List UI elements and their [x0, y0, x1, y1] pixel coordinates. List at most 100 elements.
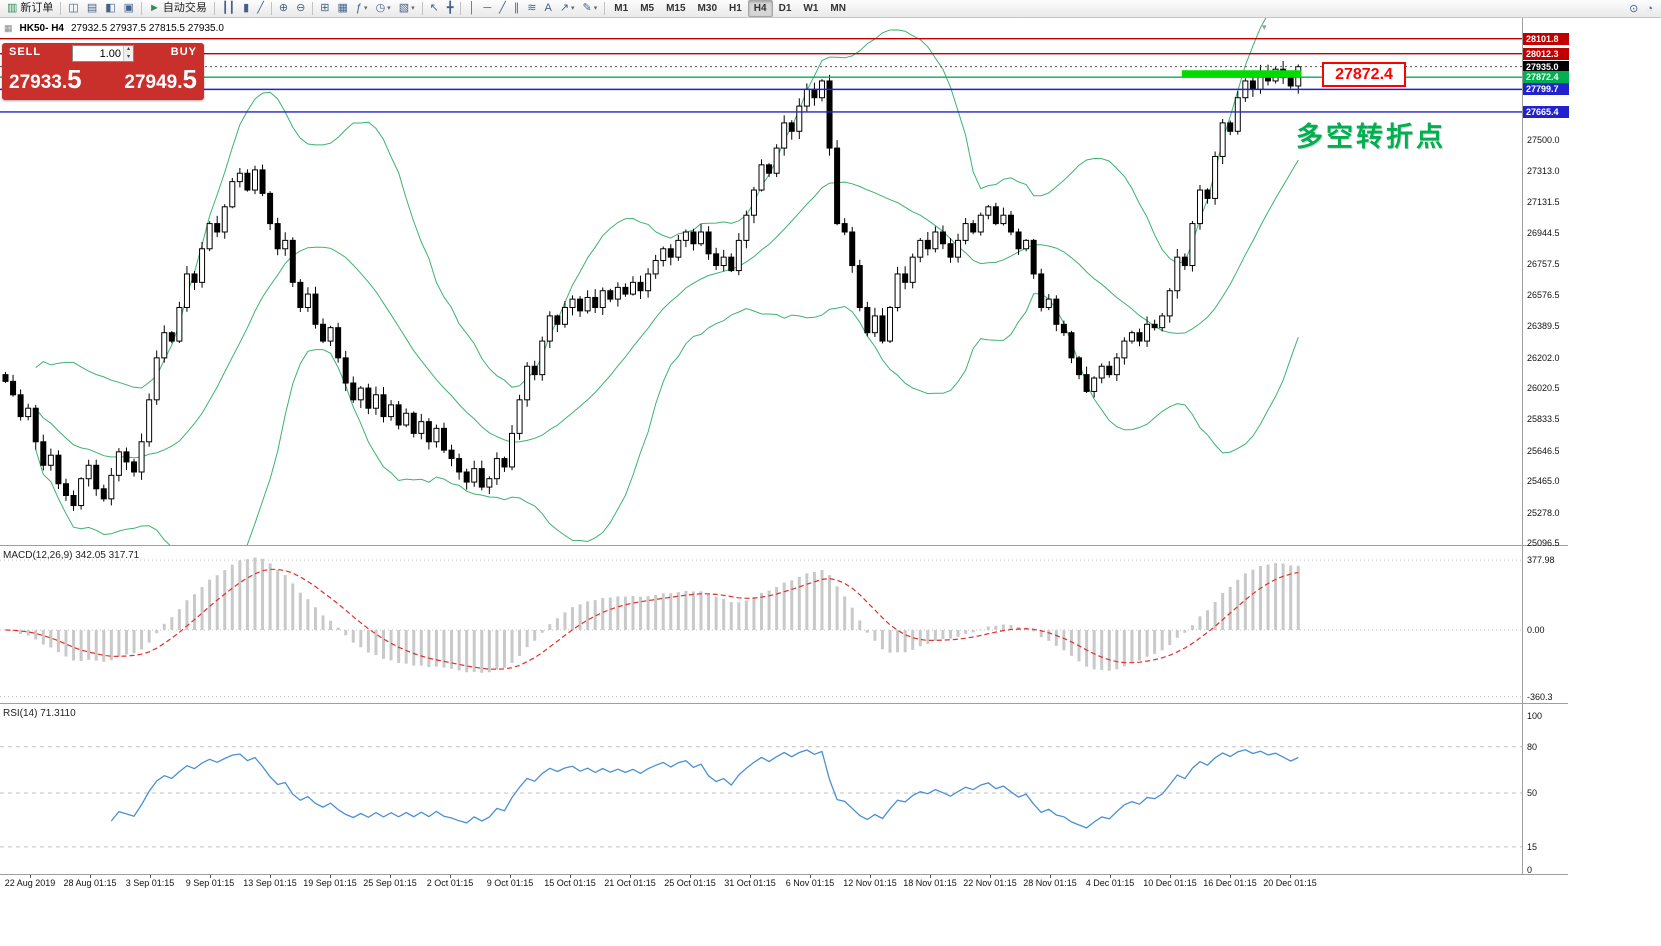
pane-separator[interactable] — [0, 545, 1568, 546]
timeframe-m5[interactable]: M5 — [640, 3, 655, 14]
crosshair-icon[interactable]: ╋ — [443, 0, 458, 17]
sell-label: SELL — [9, 46, 42, 58]
horizontal-line-icon[interactable]: ─ — [479, 0, 495, 17]
price-axis-label: 25465.0 — [1527, 476, 1560, 487]
vertical-line-icon[interactable]: │ — [464, 0, 479, 17]
time-axis-label: 22 Nov 01:15 — [963, 878, 1017, 888]
toolbar-separator — [604, 2, 606, 15]
one-click-trading-panel: SELL 27933.5 BUY 27949.5 ▴ ▾ — [2, 43, 204, 100]
timeframe-m30[interactable]: M30 — [697, 3, 717, 14]
auto-arrange-icon: ▦ — [337, 2, 348, 14]
terminal-icon[interactable]: ▣ — [120, 0, 138, 17]
level-price-tag: 27872.4 — [1523, 71, 1569, 84]
rsi-pane[interactable] — [0, 705, 1522, 874]
buy-button[interactable]: BUY 27949.5 — [103, 43, 204, 100]
sell-price: 27933.5 — [9, 64, 82, 94]
time-axis-tick — [630, 875, 631, 878]
line-chart-icon[interactable]: ╱ — [253, 0, 268, 17]
time-axis-label: 9 Sep 01:15 — [185, 878, 235, 888]
toolbar-separator — [421, 2, 423, 15]
volume-input[interactable] — [73, 46, 123, 61]
time-axis[interactable]: 22 Aug 2019 28 Aug 01:15 3 Sep 01:15 9 Sep … — [0, 874, 1568, 891]
time-axis-label: 22 Aug 2019 — [4, 878, 56, 888]
indicators-icon[interactable]: ƒ ▾ — [352, 0, 372, 17]
price-axis-label: 27500.0 — [1527, 134, 1560, 145]
community-icon[interactable]: ◔ — [1642, 1, 1657, 18]
level-price-tag: 28101.8 — [1523, 32, 1569, 45]
timeframe-d1[interactable]: D1 — [778, 3, 792, 14]
cursor-icon[interactable]: ↖ — [426, 0, 443, 17]
market-watch-icon[interactable]: ◫ — [64, 0, 82, 17]
toolbar-separator — [312, 2, 314, 15]
macd-axis-label: -360.3 — [1527, 691, 1553, 702]
toolbar-separator — [60, 2, 62, 15]
sell-button[interactable]: SELL 27933.5 — [2, 43, 103, 100]
price-axis-label: 25646.5 — [1527, 445, 1560, 456]
macd-axis-label: 0.00 — [1527, 625, 1545, 635]
timeframe-m15[interactable]: M15 — [666, 3, 686, 14]
time-axis-tick — [330, 875, 331, 878]
time-axis-label: 28 Nov 01:15 — [1023, 878, 1077, 888]
time-axis-tick — [750, 875, 751, 878]
timeframe-mn[interactable]: MN — [830, 3, 846, 14]
level-price-tag: 28012.3 — [1523, 47, 1569, 60]
arrows-icon[interactable]: ↗ ▾ — [556, 0, 579, 17]
periods-icon[interactable]: ◷ ▾ — [372, 0, 395, 17]
toolbar-separator — [213, 2, 215, 15]
autotrade-button: ► — [149, 2, 160, 14]
timeframe-w1[interactable]: W1 — [803, 3, 819, 14]
bar-chart-icon[interactable]: ┃┃ — [218, 0, 239, 17]
timeframe-h4[interactable]: H4 — [747, 0, 773, 17]
chart-shift-marker[interactable]: ▾ — [1262, 22, 1267, 32]
price-axis-label: 26944.5 — [1527, 227, 1560, 238]
time-axis-label: 20 Dec 01:15 — [1263, 878, 1317, 888]
time-axis-tick — [390, 875, 391, 878]
rsi-axis-label: 50 — [1527, 788, 1538, 798]
chevron-down-icon: ▾ — [571, 5, 575, 12]
turning-point-label[interactable]: 多空转折点 — [1296, 122, 1446, 152]
time-axis-tick — [570, 875, 571, 878]
price-callout-box[interactable]: 27872.4 — [1322, 62, 1406, 87]
candlestick-chart-icon[interactable]: ▮ — [239, 0, 253, 17]
chevron-down-icon: ▾ — [593, 5, 598, 12]
rsi-axis-label: 15 — [1527, 841, 1538, 852]
timeframe-m1[interactable]: M1 — [614, 3, 629, 14]
level-price-tag: 27665.4 — [1523, 105, 1569, 118]
time-axis-tick — [1170, 875, 1171, 878]
autotrade-button[interactable]: ► 自动交易 — [145, 0, 211, 17]
price-chart-pane[interactable] — [0, 18, 1522, 545]
templates-icon[interactable]: ▧ ▾ — [395, 0, 419, 17]
rsi-axis-label: 0 — [1527, 865, 1533, 875]
channel-icon[interactable]: ∥ — [510, 0, 524, 17]
drawing-icon: ✎ — [582, 2, 592, 14]
text-icon[interactable]: A — [540, 0, 555, 17]
zoom-out-icon[interactable]: ⊖ — [292, 0, 309, 17]
vertical-line-icon: │ — [468, 2, 476, 14]
drawing-icon[interactable]: ✎ ▾ — [579, 0, 602, 17]
volume-down-icon[interactable]: ▾ — [124, 53, 133, 61]
navigator-icon[interactable]: ◧ — [101, 0, 119, 17]
auto-arrange-icon[interactable]: ▦ — [334, 0, 352, 17]
buy-label: BUY — [170, 46, 197, 58]
terminal-icon: ▣ — [123, 2, 135, 14]
tile-windows-icon[interactable]: ⊞ — [316, 0, 333, 17]
search-icon[interactable]: ⊙ — [1625, 1, 1642, 18]
data-window-icon[interactable]: ▤ — [83, 0, 101, 17]
time-axis-label: 10 Dec 01:15 — [1143, 878, 1197, 888]
timeframe-h1[interactable]: H1 — [729, 3, 742, 14]
fibonacci-icon[interactable]: ≋ — [523, 0, 540, 17]
price-axis-label: 25096.5 — [1527, 538, 1560, 549]
price-axis[interactable]: 27500.0 27313.0 27131.5 26944.5 26757.5 26576… — [1522, 18, 1569, 875]
new-order-button[interactable]: ▥ 新订单 — [3, 0, 57, 17]
time-axis-label: 25 Sep 01:15 — [363, 878, 417, 888]
toolbar-separator — [460, 2, 462, 15]
macd-pane[interactable] — [0, 547, 1522, 702]
volume-up-icon[interactable]: ▴ — [124, 46, 133, 54]
cursor-icon: ↖ — [429, 2, 439, 14]
time-axis-tick — [930, 875, 931, 878]
time-axis-tick — [1230, 875, 1231, 878]
tile-windows-icon: ⊞ — [320, 2, 330, 14]
zoom-in-icon[interactable]: ⊕ — [275, 0, 292, 17]
trendline-icon[interactable]: ╱ — [495, 0, 510, 17]
pane-separator[interactable] — [0, 703, 1568, 704]
